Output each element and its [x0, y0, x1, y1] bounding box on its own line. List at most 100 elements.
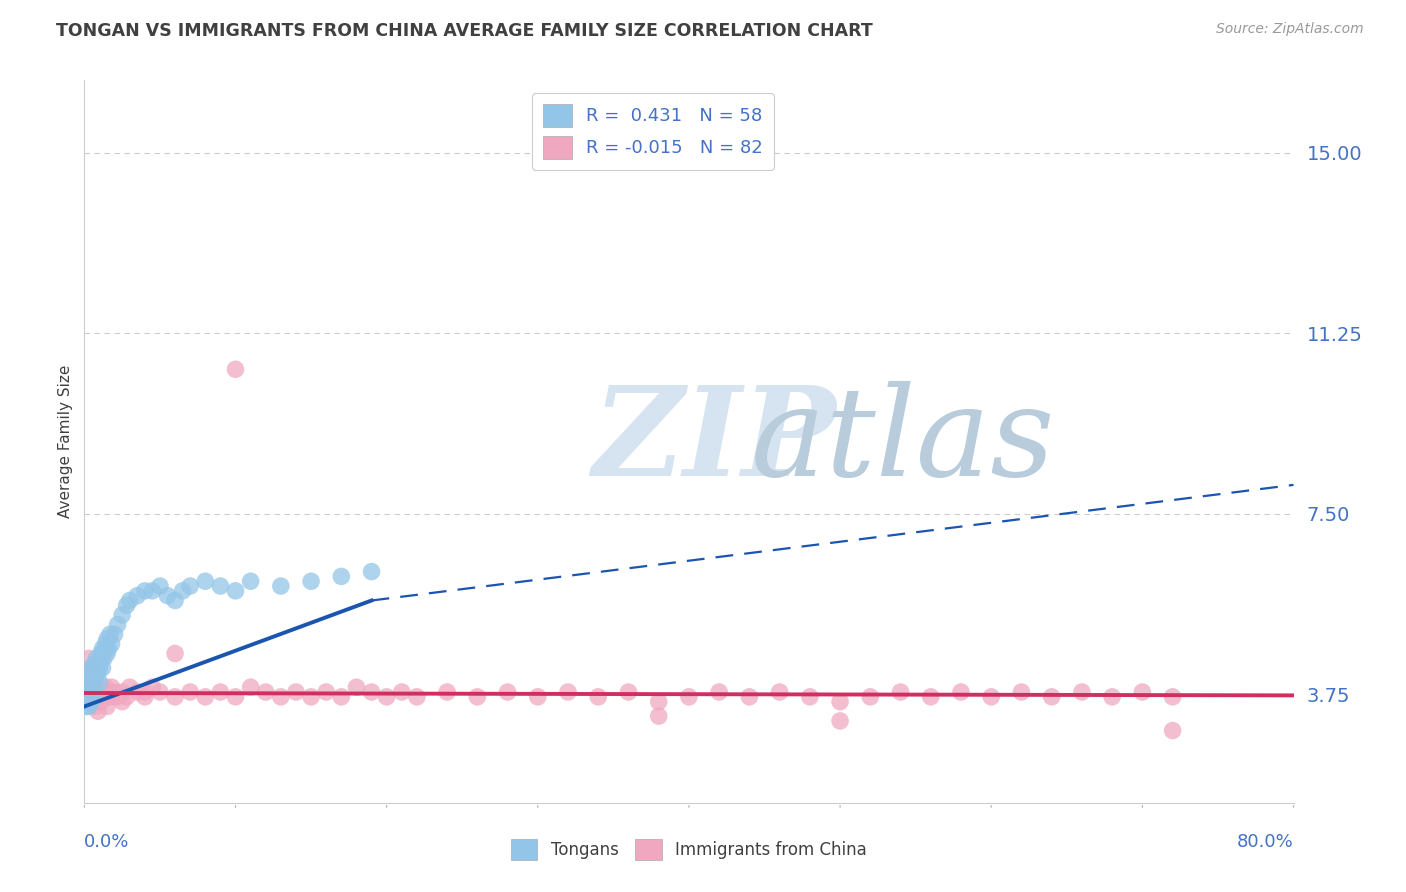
Text: 0.0%: 0.0%	[84, 833, 129, 851]
Point	[87, 665, 110, 680]
Point	[1161, 723, 1184, 738]
Point	[82, 685, 104, 699]
Point	[738, 690, 761, 704]
Point	[111, 607, 134, 622]
Point	[127, 589, 149, 603]
Point	[527, 690, 550, 704]
Point	[89, 661, 111, 675]
Point	[134, 685, 156, 699]
Point	[90, 647, 112, 661]
Point	[89, 675, 111, 690]
Point	[194, 574, 217, 589]
Point	[107, 690, 129, 704]
Point	[980, 690, 1002, 704]
Point	[84, 699, 107, 714]
Point	[496, 685, 519, 699]
Point	[149, 579, 172, 593]
Point	[80, 671, 103, 685]
Point	[96, 632, 118, 646]
Point	[270, 690, 292, 704]
Point	[179, 579, 201, 593]
Point	[225, 362, 247, 376]
Point	[87, 656, 110, 670]
Point	[285, 685, 308, 699]
Point	[134, 583, 156, 598]
Point	[648, 709, 671, 723]
Point	[165, 647, 187, 661]
Point	[118, 680, 141, 694]
Point	[134, 690, 156, 704]
Point	[84, 671, 107, 685]
Point	[375, 690, 398, 704]
Text: TONGAN VS IMMIGRANTS FROM CHINA AVERAGE FAMILY SIZE CORRELATION CHART: TONGAN VS IMMIGRANTS FROM CHINA AVERAGE …	[56, 22, 873, 40]
Point	[77, 680, 100, 694]
Point	[225, 690, 247, 704]
Point	[96, 685, 118, 699]
Point	[93, 651, 115, 665]
Point	[830, 714, 852, 728]
Point	[91, 661, 114, 675]
Point	[239, 680, 262, 694]
Point	[80, 680, 103, 694]
Point	[1071, 685, 1094, 699]
Point	[77, 699, 100, 714]
Point	[94, 637, 117, 651]
Point	[467, 690, 489, 704]
Point	[557, 685, 579, 699]
Point	[360, 565, 382, 579]
Point	[77, 695, 100, 709]
Point	[75, 685, 97, 699]
Point	[79, 690, 101, 704]
Point	[769, 685, 792, 699]
Point	[254, 685, 277, 699]
Point	[93, 690, 115, 704]
Point	[156, 589, 179, 603]
Point	[209, 685, 232, 699]
Point	[91, 641, 114, 656]
Point	[299, 574, 322, 589]
Text: ZIP: ZIP	[592, 381, 837, 502]
Point	[79, 680, 101, 694]
Point	[100, 637, 122, 651]
Point	[97, 641, 120, 656]
Point	[950, 685, 973, 699]
Point	[101, 690, 124, 704]
Point	[79, 661, 101, 675]
Y-axis label: Average Family Size: Average Family Size	[58, 365, 73, 518]
Point	[84, 656, 107, 670]
Point	[77, 665, 100, 680]
Point	[80, 690, 103, 704]
Point	[678, 690, 700, 704]
Point	[330, 690, 353, 704]
Point	[315, 685, 337, 699]
Point	[115, 599, 138, 613]
Point	[76, 685, 98, 699]
Point	[76, 690, 98, 704]
Point	[141, 583, 163, 598]
Point	[588, 690, 610, 704]
Point	[299, 690, 322, 704]
Text: atlas: atlas	[592, 381, 1054, 502]
Point	[920, 690, 942, 704]
Point	[82, 675, 104, 690]
Point	[391, 685, 413, 699]
Point	[830, 695, 852, 709]
Point	[1101, 690, 1123, 704]
Point	[80, 695, 103, 709]
Point	[406, 690, 429, 704]
Point	[82, 685, 104, 699]
Point	[87, 704, 110, 718]
Point	[104, 627, 127, 641]
Point	[82, 665, 104, 680]
Point	[76, 675, 98, 690]
Point	[799, 690, 821, 704]
Point	[115, 690, 138, 704]
Text: 80.0%: 80.0%	[1237, 833, 1294, 851]
Point	[172, 583, 194, 598]
Point	[79, 675, 101, 690]
Point	[90, 651, 112, 665]
Point	[104, 685, 127, 699]
Point	[94, 680, 117, 694]
Point	[165, 690, 187, 704]
Point	[436, 685, 458, 699]
